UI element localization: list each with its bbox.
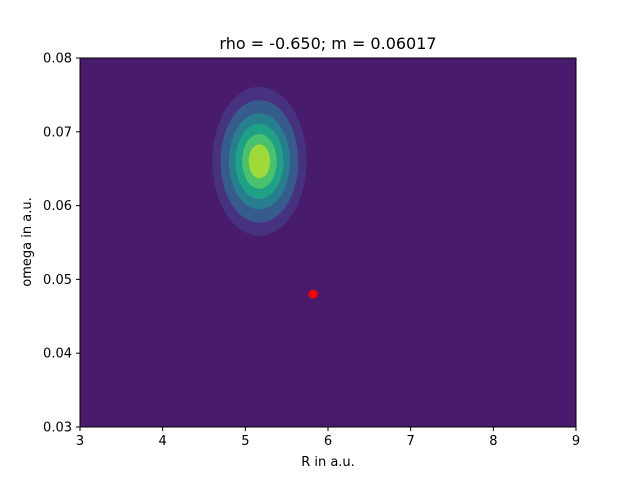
plot-area bbox=[79, 57, 577, 428]
marker-point bbox=[308, 289, 318, 299]
y-tick-label: 0.08 bbox=[43, 52, 72, 67]
y-axis: 0.03 0.04 0.05 0.06 0.07 0.08 bbox=[43, 52, 80, 436]
contour-level-6 bbox=[248, 144, 271, 179]
x-tick-label: 5 bbox=[241, 434, 249, 449]
x-axis-label: R in a.u. bbox=[301, 455, 355, 470]
y-tick-label: 0.03 bbox=[43, 421, 72, 436]
chart-title: rho = -0.650; m = 0.06017 bbox=[219, 34, 436, 53]
x-tick-label: 4 bbox=[159, 434, 167, 449]
y-tick-label: 0.07 bbox=[43, 125, 72, 140]
y-tick-label: 0.06 bbox=[43, 199, 72, 214]
x-tick-label: 7 bbox=[407, 434, 415, 449]
y-axis-label: omega in a.u. bbox=[20, 197, 35, 286]
contour-levels bbox=[212, 86, 307, 236]
y-tick-label: 0.04 bbox=[43, 347, 72, 362]
y-tick-label: 0.05 bbox=[43, 273, 72, 288]
x-axis: 3 4 5 6 7 8 9 bbox=[76, 427, 580, 449]
x-tick-label: 6 bbox=[324, 434, 332, 449]
x-tick-label: 8 bbox=[489, 434, 497, 449]
x-tick-label: 3 bbox=[76, 434, 84, 449]
plot-background bbox=[80, 58, 576, 427]
x-tick-label: 9 bbox=[572, 434, 580, 449]
